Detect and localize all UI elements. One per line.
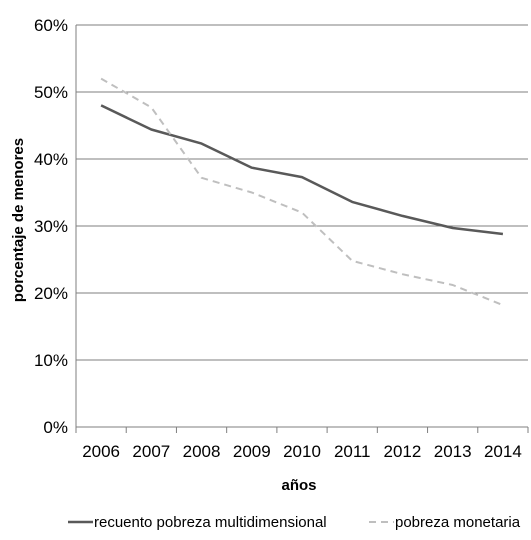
gridlines [76, 24, 528, 361]
x-tick-label: 2009 [233, 442, 271, 461]
y-tick-label: 10% [34, 351, 68, 370]
x-tick-label: 2007 [132, 442, 170, 461]
axes [75, 25, 528, 428]
x-axis-tick-labels: 2006 2007 2008 2009 2010 2011 2012 2013 2014 [82, 442, 522, 461]
y-tick-label: 40% [34, 150, 68, 169]
y-tick-label: 0% [43, 418, 68, 437]
y-tick-label: 50% [34, 83, 68, 102]
x-tick-label: 2011 [334, 442, 371, 461]
x-tick-label: 2006 [82, 442, 120, 461]
x-axis-title: años [281, 477, 316, 494]
x-tick-label: 2010 [283, 442, 321, 461]
x-tick-label: 2013 [434, 442, 472, 461]
y-tick-label: 60% [34, 16, 68, 35]
y-tick-label: 30% [34, 217, 68, 236]
x-tick-label: 2008 [183, 442, 221, 461]
series-line-multidimensional [100, 104, 504, 236]
series-lines [100, 77, 504, 307]
x-tick-label: 2014 [484, 442, 522, 461]
legend-label-multidimensional: recuento pobreza multidimensional [94, 514, 327, 531]
y-axis-tick-labels: 0% 10% 20% 30% 40% 50% 60% [34, 16, 68, 437]
y-tick-label: 20% [34, 284, 68, 303]
y-axis-title: porcentaje de menores [10, 138, 27, 302]
legend-label-monetaria: pobreza monetaria [395, 514, 521, 531]
legend: recuento pobreza multidimensional pobrez… [68, 514, 521, 531]
series-line-monetaria [100, 77, 504, 307]
x-tick-label: 2012 [384, 442, 422, 461]
x-axis-ticks [75, 427, 529, 433]
